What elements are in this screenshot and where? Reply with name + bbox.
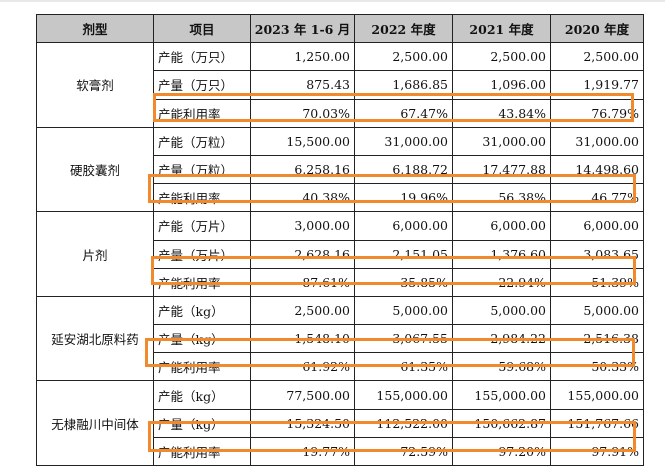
item-cell: 产量（万只）	[153, 70, 251, 100]
value-cell: 5,000.00	[550, 295, 644, 326]
value-cell: 2,500.00	[354, 42, 453, 72]
value-cell: 61.92%	[250, 352, 355, 382]
header-2022: 2022 年度	[354, 13, 453, 44]
value-cell: 77,500.00	[250, 380, 355, 410]
table-row: 延安湖北原料药 产能（kg） 2,500.00 5,000.00 5,000.0…	[36, 295, 644, 382]
value-cell: 72.59%	[354, 436, 453, 466]
item-cell: 产能（万片）	[153, 211, 251, 241]
value-cell: 17,477.88	[452, 154, 551, 185]
value-cell: 40.38%	[250, 183, 355, 213]
value-cell: 87.61%	[250, 267, 355, 297]
value-cell: 6,000.00	[452, 211, 551, 241]
value-cell: 43.84%	[452, 98, 551, 128]
value-cell: 31,000.00	[452, 126, 551, 156]
header-row: 剂型 项目 2023 年 1-6 月 2022 年度 2021 年度 2020 …	[36, 13, 644, 44]
capacity-table: 剂型 项目 2023 年 1-6 月 2022 年度 2021 年度 2020 …	[36, 13, 644, 466]
table-row: 无棣融川中间体 产能（kg） 77,500.00 155,000.00 155,…	[36, 380, 644, 466]
value-cell: 3,083.65	[550, 239, 644, 269]
value-cell: 50.33%	[550, 352, 644, 382]
value-cell: 6,188.72	[354, 154, 453, 185]
value-cell: 15,500.00	[250, 126, 355, 156]
value-cell: 5,000.00	[452, 295, 551, 326]
value-cell: 1,376.60	[452, 239, 551, 269]
item-cell: 产量（kg）	[153, 324, 251, 354]
table-row: 产量（万粒） 6,258.16 6,188.72 17,477.88 14,49…	[37, 154, 644, 185]
top-divider	[0, 0, 665, 2]
table-row: 硬胶囊剂 产能（万粒） 15,500.00 31,000.00 31,000.0…	[36, 126, 644, 213]
value-cell: 59.68%	[452, 352, 551, 382]
item-cell: 产能（kg）	[153, 295, 251, 326]
value-cell: 3,067.55	[354, 324, 453, 354]
value-cell: 155,000.00	[550, 380, 644, 410]
value-cell: 2,500.00	[452, 42, 551, 72]
value-cell: 6,000.00	[354, 211, 453, 241]
value-cell: 35.85%	[354, 267, 453, 297]
value-cell: 97.91%	[550, 436, 644, 466]
value-cell: 3,000.00	[250, 211, 355, 241]
value-cell: 19.96%	[354, 183, 453, 213]
table-row: 片剂 产能（万片） 3,000.00 6,000.00 6,000.00 6,0…	[36, 211, 644, 297]
table-row: 软膏剂 产能（万只） 1,250.00 2,500.00 2,500.00 2,…	[36, 42, 644, 128]
value-cell: 14,498.60	[550, 154, 644, 185]
value-cell: 76.79%	[550, 98, 644, 128]
dosage-form-cell: 软膏剂	[36, 42, 154, 128]
value-cell: 150,662.87	[452, 408, 551, 438]
item-cell: 产能利用率	[153, 352, 251, 382]
value-cell: 22.94%	[452, 267, 551, 297]
value-cell: 151,767.66	[550, 408, 644, 438]
value-cell: 155,000.00	[452, 380, 551, 410]
header-type: 剂型	[36, 13, 154, 44]
value-cell: 31,000.00	[354, 126, 453, 156]
value-cell: 2,500.00	[250, 295, 355, 326]
value-cell: 1,548.10	[250, 324, 355, 354]
value-cell: 56.38%	[452, 183, 551, 213]
value-cell: 46.77%	[550, 183, 644, 213]
value-cell: 1,096.00	[452, 70, 551, 100]
header-2023h1: 2023 年 1-6 月	[250, 13, 355, 44]
value-cell: 155,000.00	[354, 380, 453, 410]
dosage-form-cell: 无棣融川中间体	[36, 380, 154, 466]
item-cell: 产能利用率	[153, 267, 251, 297]
value-cell: 70.03%	[250, 98, 355, 128]
value-cell: 97.20%	[452, 436, 551, 466]
header-2020: 2020 年度	[550, 13, 644, 44]
value-cell: 5,000.00	[354, 295, 453, 326]
dosage-form-cell: 硬胶囊剂	[36, 126, 154, 213]
value-cell: 2,516.38	[550, 324, 644, 354]
header-2021: 2021 年度	[452, 13, 551, 44]
item-cell: 产量（万粒）	[153, 154, 251, 185]
item-cell: 产能利用率	[153, 98, 251, 128]
value-cell: 67.47%	[354, 98, 453, 128]
value-cell: 1,250.00	[250, 42, 355, 72]
value-cell: 19.77%	[250, 436, 355, 466]
value-cell: 51.39%	[550, 267, 644, 297]
value-cell: 6,000.00	[550, 211, 644, 241]
item-cell: 产能利用率	[153, 183, 251, 213]
value-cell: 6,258.16	[250, 154, 355, 185]
value-cell: 2,500.00	[550, 42, 644, 72]
item-cell: 产量（kg）	[153, 408, 251, 438]
value-cell: 1,686.85	[354, 70, 453, 100]
item-cell: 产能（万只）	[153, 42, 251, 72]
value-cell: 31,000.00	[550, 126, 644, 156]
value-cell: 2,151.05	[354, 239, 453, 269]
utilization-row: 产能利用率 70.03% 67.47% 43.84% 76.79%	[37, 98, 644, 128]
value-cell: 875.43	[250, 70, 355, 100]
item-cell: 产量（万片）	[153, 239, 251, 269]
value-cell: 112,522.00	[354, 408, 453, 438]
dosage-form-cell: 片剂	[36, 211, 154, 297]
item-cell: 产能利用率	[153, 436, 251, 466]
item-cell: 产能（kg）	[153, 380, 251, 410]
header-item: 项目	[153, 13, 251, 44]
value-cell: 15,324.50	[250, 408, 355, 438]
value-cell: 2,984.22	[452, 324, 551, 354]
value-cell: 1,919.77	[550, 70, 644, 100]
value-cell: 61.35%	[354, 352, 453, 382]
dosage-form-cell: 延安湖北原料药	[36, 295, 154, 382]
value-cell: 2,628.16	[250, 239, 355, 269]
item-cell: 产能（万粒）	[153, 126, 251, 156]
